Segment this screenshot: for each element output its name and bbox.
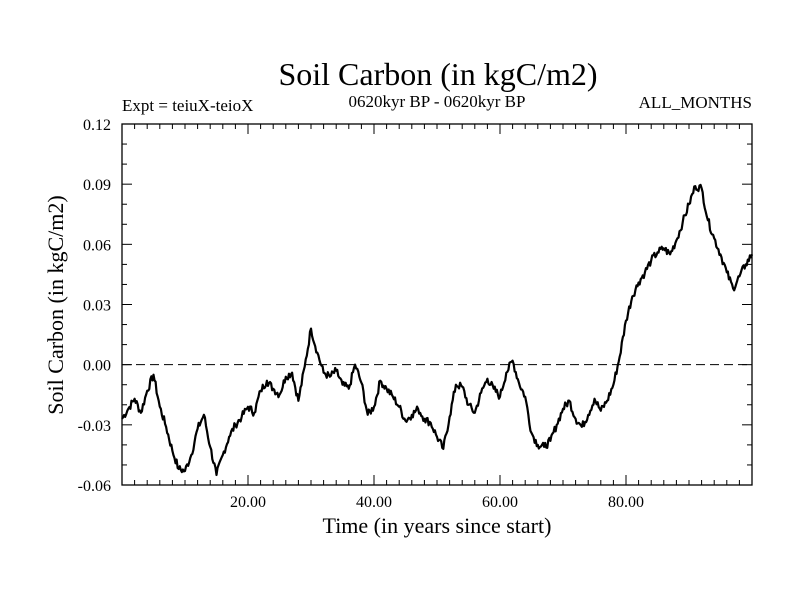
plot-frame	[121, 123, 753, 486]
period-label: 0620kyr BP - 0620kyr BP	[349, 92, 526, 111]
y-tick-label: 0.09	[83, 177, 111, 194]
chart-title: Soil Carbon (in kgC/m2)	[278, 56, 597, 92]
y-tick-label: 0.12	[83, 117, 111, 134]
experiment-label: Expt = teiuX-teioX	[122, 96, 253, 115]
y-tick-label: -0.06	[78, 478, 111, 495]
months-label: ALL_MONTHS	[639, 93, 752, 112]
x-tick-label: 20.00	[230, 494, 266, 511]
series-group	[121, 183, 754, 477]
x-axis-label: Time (in years since start)	[323, 513, 552, 538]
x-tick-label: 40.00	[356, 494, 392, 511]
y-tick-label: 0.00	[83, 358, 111, 375]
x-tick-label: 80.00	[608, 494, 644, 511]
axes: -0.06 -0.03 0.00 0.03 0.06 0.09 0.12 20.00 40.00…	[78, 117, 752, 511]
y-tick-label: 0.03	[83, 298, 111, 315]
series-line-soil-carbon	[121, 183, 754, 477]
x-tick-label: 60.00	[482, 494, 518, 511]
y-tick-label: -0.03	[78, 418, 111, 435]
y-tick-label: 0.06	[83, 237, 111, 254]
y-axis-label: Soil Carbon (in kgC/m2)	[43, 195, 68, 414]
